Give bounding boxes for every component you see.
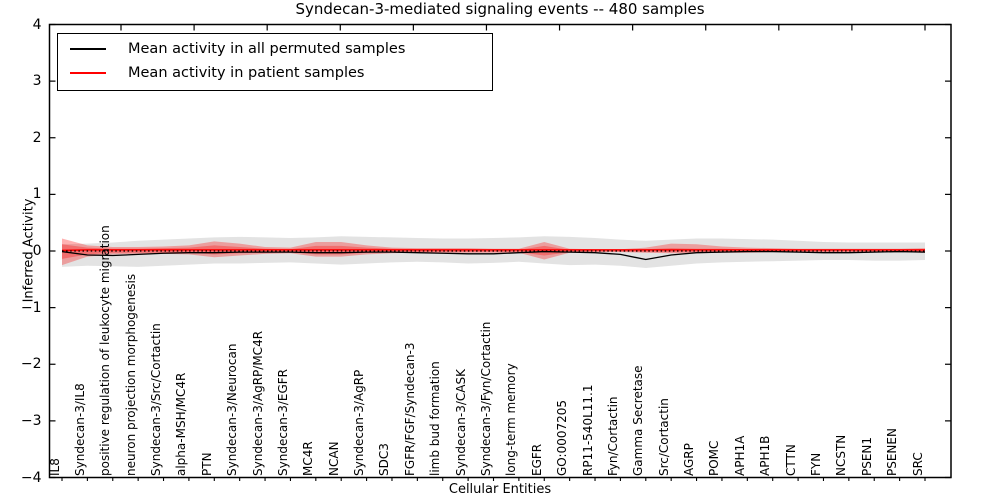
x-category-label: neuron projection morphogenesis	[123, 273, 138, 476]
x-category-label: Syndecan-3/EGFR	[275, 368, 290, 476]
x-category-label: CTTN	[783, 443, 798, 476]
y-tick-label: −3	[20, 412, 42, 429]
x-category-label: AGRP	[682, 442, 697, 476]
x-category-label: GO:0007205	[555, 399, 570, 476]
x-category-label: alpha-MSH/MC4R	[174, 372, 189, 476]
x-category-label: PSEN1	[859, 436, 874, 476]
x-category-label: RP11-540L11.1	[580, 384, 595, 476]
x-axis-label: Cellular Entities	[448, 482, 552, 497]
series-line-0	[61, 250, 926, 261]
x-category-label: Fyn/Cortactin	[605, 395, 620, 476]
x-category-label: Gamma Secretase	[631, 364, 646, 476]
x-category-label: SDC3	[377, 442, 392, 476]
legend: Mean activity in all permuted samples Me…	[57, 33, 493, 91]
legend-label-permuted: Mean activity in all permuted samples	[128, 41, 406, 57]
x-category-label: Syndecan-3/AgRP	[352, 369, 367, 476]
x-category-label: SRC	[910, 451, 925, 476]
x-category-label: POMC	[707, 440, 722, 476]
y-tick-label: −2	[20, 356, 42, 373]
x-category-label: FGFR/FGF/Syndecan-3	[402, 342, 417, 476]
x-category-label: APH1B	[758, 435, 773, 476]
x-category-label: Syndecan-3/Neurocan	[225, 343, 240, 476]
chart-title: Syndecan-3-mediated signaling events -- …	[295, 0, 705, 18]
x-category-label: Src/Cortactin	[656, 397, 671, 476]
x-category-label: IL8	[47, 457, 62, 476]
y-tick-label: 1	[32, 186, 42, 203]
x-category-label: long-term memory	[504, 362, 519, 476]
x-category-label: APH1A	[732, 435, 747, 476]
x-category-label: Syndecan-3/IL8	[72, 382, 87, 476]
legend-label-patient: Mean activity in patient samples	[128, 65, 365, 81]
y-tick-label: 0	[32, 243, 42, 259]
legend-line-patient-icon	[70, 72, 106, 74]
x-category-label: Syndecan-3/CASK	[453, 368, 468, 476]
y-tick-label: −1	[20, 299, 42, 316]
y-tick-label: 3	[32, 73, 42, 90]
legend-line-permuted-icon	[70, 48, 106, 50]
x-category-label: Syndecan-3/Src/Cortactin	[149, 322, 164, 476]
y-tick-label: −4	[20, 469, 42, 486]
x-category-label: FYN	[808, 452, 823, 476]
x-category-label: MC4R	[301, 440, 316, 476]
x-category-label: Syndecan-3/Fyn/Cortactin	[479, 321, 493, 476]
band-patient-activity-range-outer	[62, 238, 925, 266]
x-category-label: NCSTN	[834, 434, 849, 476]
band-permuted-activity-range	[62, 236, 925, 268]
y-tick-label: 4	[32, 16, 42, 33]
x-category-label: NCAN	[326, 440, 341, 476]
series-line-1	[61, 249, 925, 252]
y-tick-label: 2	[32, 129, 42, 146]
x-category-label: positive regulation of leukocyte migrati…	[98, 224, 113, 476]
legend-item-permuted: Mean activity in all permuted samples	[70, 41, 480, 57]
x-category-label: Syndecan-3/AgRP/MC4R	[250, 330, 265, 476]
legend-item-patient: Mean activity in patient samples	[70, 65, 480, 81]
x-category-label: PTN	[199, 451, 214, 476]
x-category-label: limb bud formation	[428, 360, 443, 476]
x-category-label: PSENEN	[885, 427, 900, 476]
x-category-label: EGFR	[529, 443, 544, 476]
